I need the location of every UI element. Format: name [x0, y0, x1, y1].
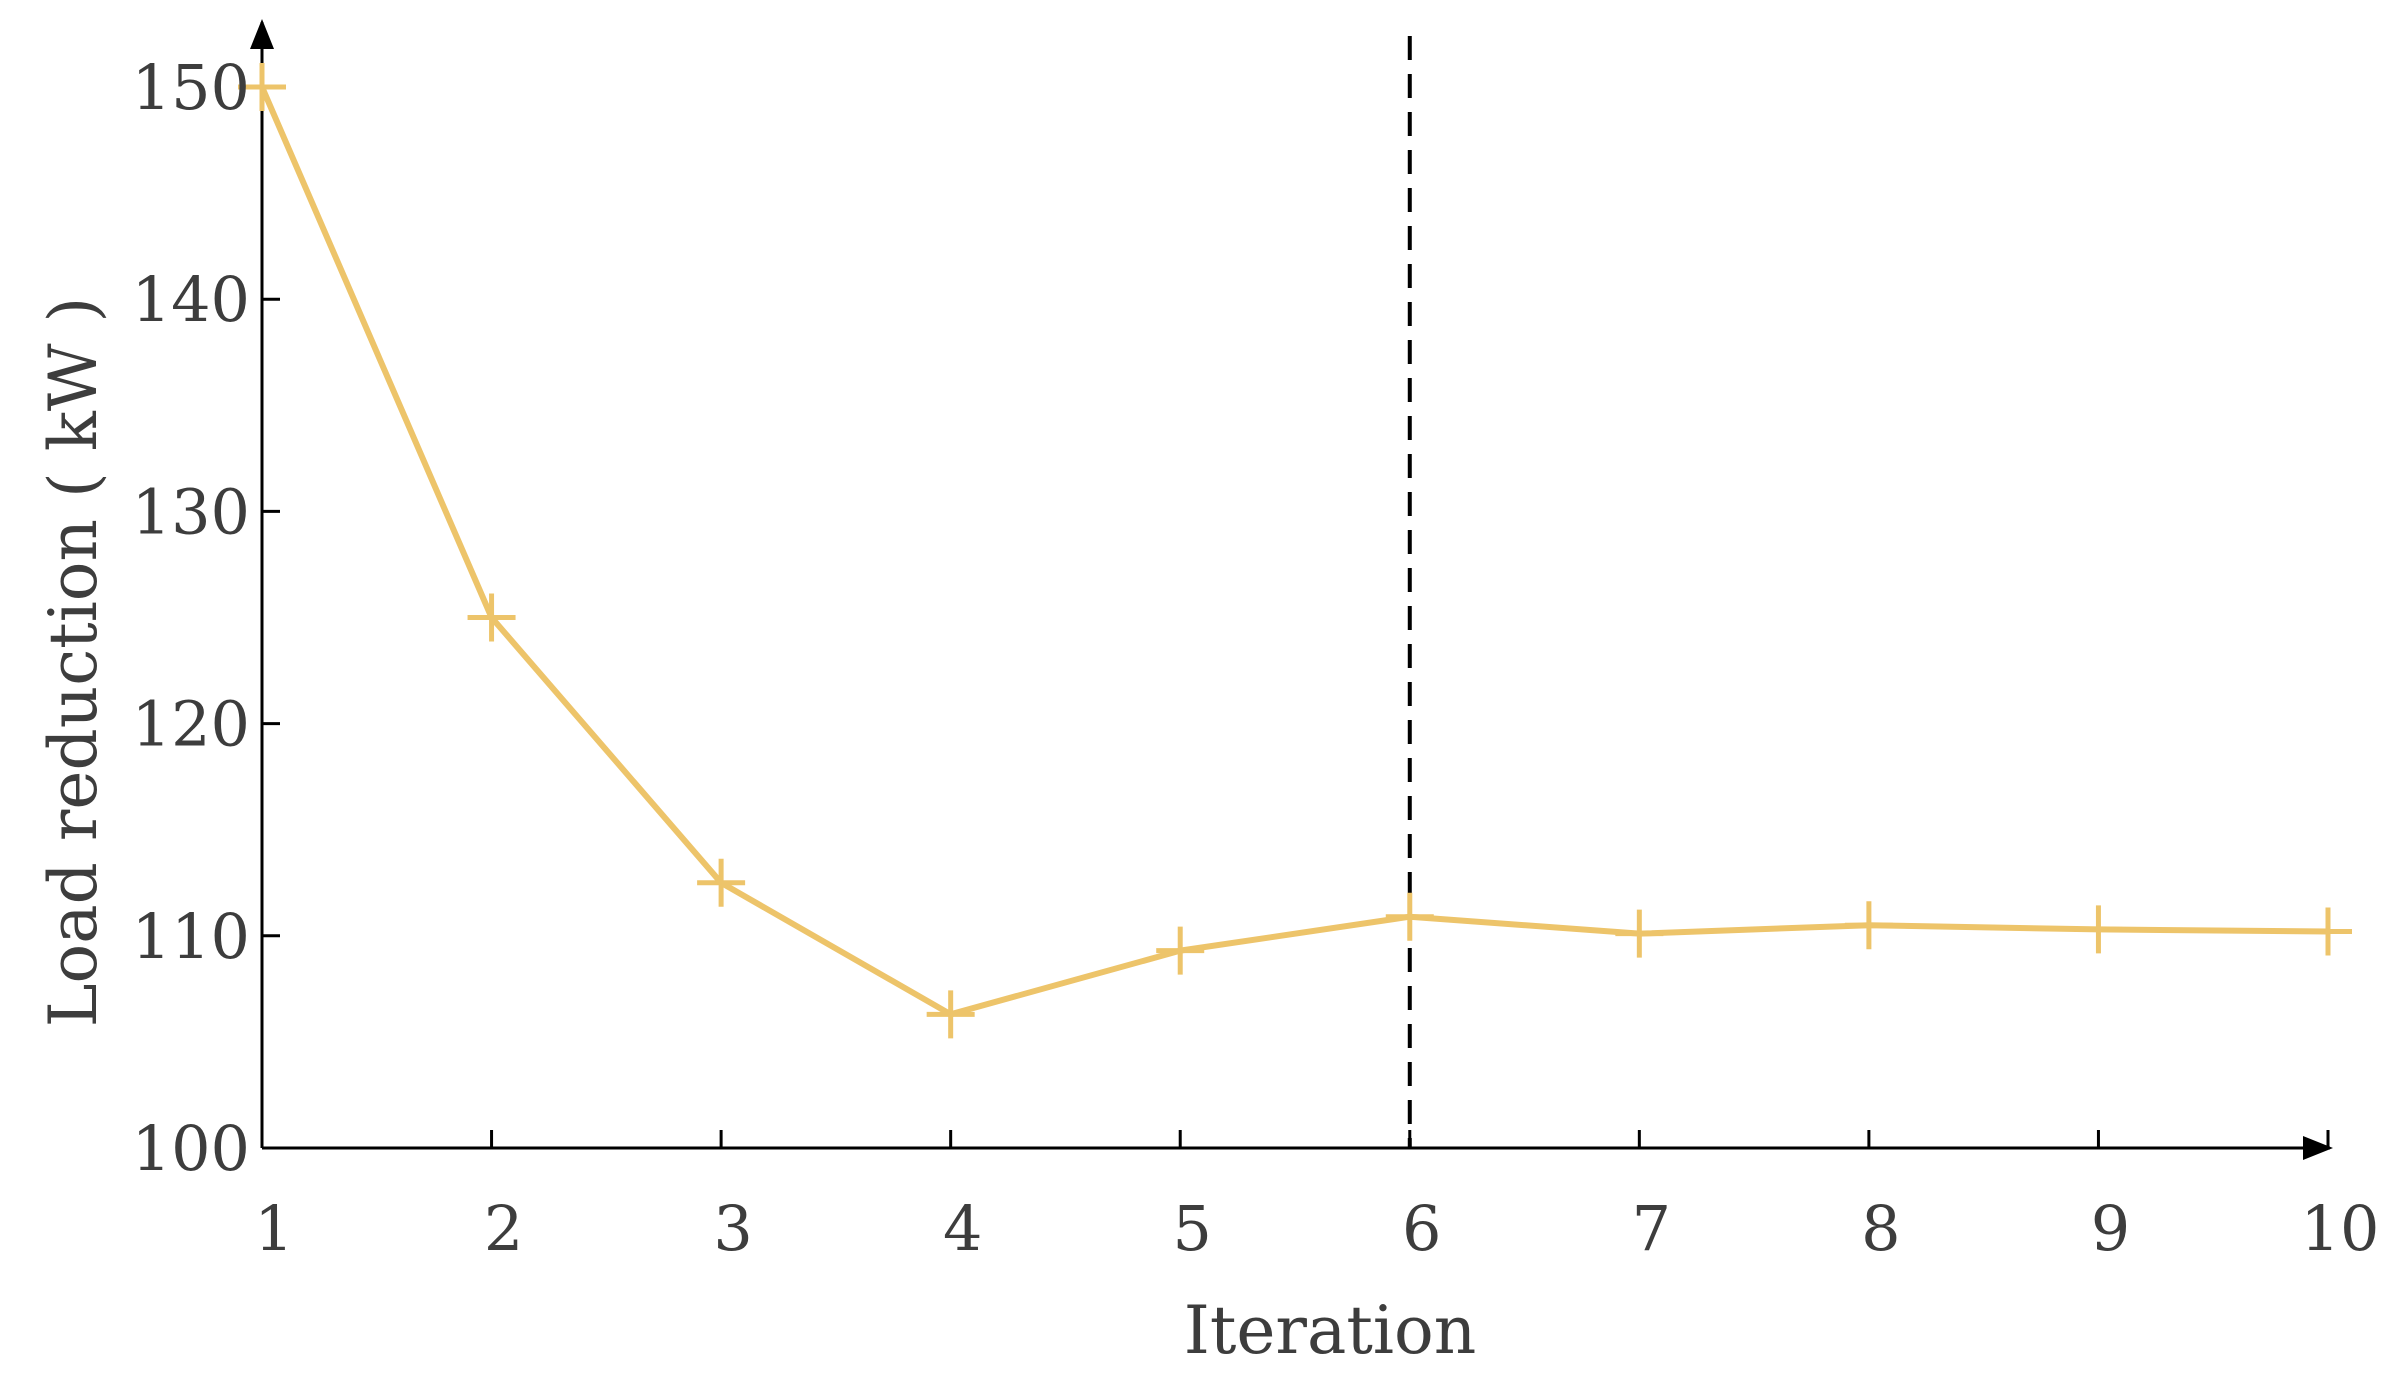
series-layer: [238, 63, 2352, 1039]
data-point: [1156, 926, 1205, 975]
x-tick-label: 4: [943, 1192, 982, 1265]
x-axis-title: Iteration: [1184, 1292, 1476, 1369]
axes: [250, 19, 2333, 1160]
data-point: [238, 63, 286, 111]
data-point: [926, 990, 975, 1039]
data-point: [697, 858, 746, 907]
data-point: [2074, 905, 2123, 954]
x-tick-label: 10: [2301, 1192, 2380, 1265]
x-tick-label: 2: [484, 1192, 523, 1265]
y-tick-label: 130: [132, 475, 250, 548]
data-point: [2304, 907, 2352, 956]
data-point: [1844, 901, 1893, 950]
series-line: [259, 84, 2331, 1018]
x-tick-label: 1: [254, 1192, 293, 1265]
y-tick-label: 120: [132, 688, 250, 761]
y-tick-label: 150: [132, 51, 250, 124]
x-tick-label: 6: [1402, 1192, 1441, 1265]
data-point: [1385, 892, 1434, 941]
x-tick-label: 8: [1861, 1192, 1900, 1265]
x-tick-labels: 1 2 3 4 5 6 7 8 9 10: [254, 1192, 2379, 1265]
y-tick-label: 140: [132, 263, 250, 336]
y-tick-label: 100: [132, 1112, 250, 1185]
x-tick-label: 9: [2091, 1192, 2130, 1265]
data-point: [467, 593, 516, 642]
y-tick-labels: 100 110 120 130 140 150: [132, 51, 250, 1185]
data-point: [1615, 909, 1664, 958]
x-tick-label: 3: [713, 1192, 752, 1265]
y-tick-label: 110: [132, 900, 250, 973]
y-axis-title: Load reduction ( kW ): [35, 297, 112, 1028]
x-tick-label: 7: [1632, 1192, 1671, 1265]
x-tick-label: 5: [1172, 1192, 1211, 1265]
